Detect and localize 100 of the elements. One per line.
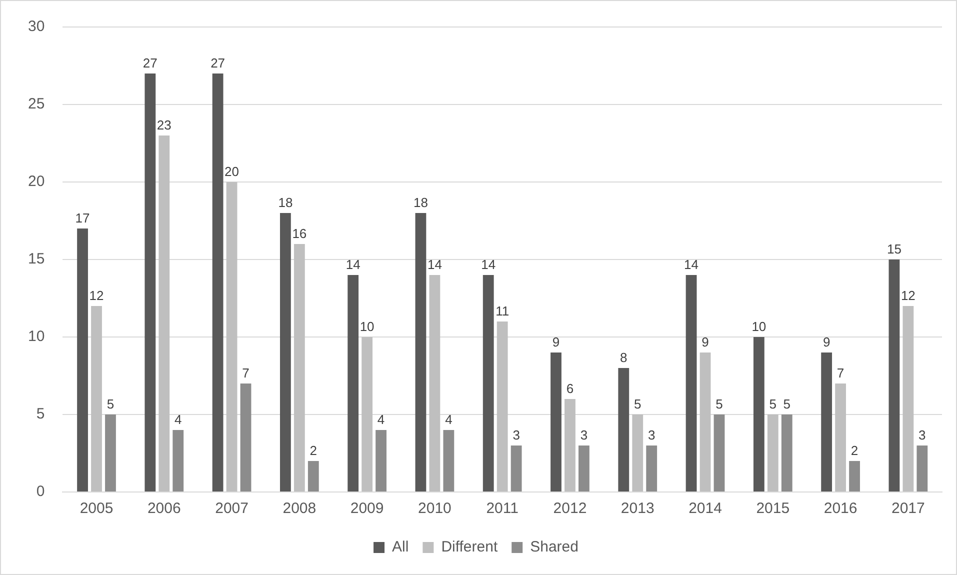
- x-tick-label: 2006: [147, 500, 181, 518]
- bar: [226, 182, 238, 492]
- data-label: 7: [242, 366, 250, 381]
- bar: [781, 414, 792, 492]
- bar: [415, 213, 426, 492]
- data-label: 6: [566, 381, 574, 396]
- bar: [376, 430, 386, 492]
- data-label: 17: [75, 210, 90, 226]
- data-label: 27: [142, 56, 158, 71]
- data-label: 2: [850, 443, 858, 458]
- x-tick-label: 2007: [215, 500, 248, 518]
- bar: [482, 275, 494, 492]
- data-label: 9: [552, 334, 560, 350]
- bar: [700, 352, 711, 492]
- bar: [849, 461, 860, 492]
- x-tick-label: 2009: [350, 500, 384, 518]
- data-label: 27: [210, 56, 226, 71]
- data-label: 14: [481, 257, 496, 272]
- bar: [821, 352, 832, 492]
- data-label: 10: [360, 319, 374, 334]
- y-tick-label: 0: [36, 483, 45, 500]
- data-label: 3: [918, 428, 926, 443]
- x-tick-label: 2005: [80, 500, 114, 518]
- data-label: 5: [716, 396, 723, 412]
- y-tick-label: 10: [28, 328, 45, 346]
- bar: [429, 275, 440, 492]
- data-label: 14: [684, 257, 699, 272]
- bar: [240, 384, 252, 492]
- data-label: 14: [346, 257, 360, 272]
- x-tick-label: 2008: [282, 500, 316, 518]
- x-tick-label: 2015: [756, 500, 790, 518]
- data-label: 15: [886, 242, 902, 257]
- data-label: 8: [620, 350, 628, 366]
- bar: [550, 352, 562, 492]
- bar: [564, 399, 576, 492]
- legend-label: Different: [441, 538, 498, 556]
- y-tick-label: 25: [28, 96, 45, 113]
- data-label: 3: [648, 428, 656, 443]
- bar: [348, 275, 359, 492]
- data-label: 4: [445, 412, 452, 428]
- data-label: 4: [377, 412, 385, 428]
- bar: [172, 430, 184, 492]
- y-tick-label: 5: [36, 406, 45, 423]
- data-label: 2: [310, 443, 318, 458]
- bar: [753, 337, 764, 492]
- bar: [105, 414, 116, 492]
- data-label: 18: [413, 195, 428, 210]
- x-tick-label: 2016: [824, 500, 858, 518]
- bar: [902, 306, 914, 492]
- bar: [888, 260, 900, 492]
- data-label: 4: [174, 412, 182, 428]
- data-label: 3: [512, 428, 520, 443]
- x-tick-label: 2011: [486, 500, 518, 518]
- data-label: 12: [900, 288, 916, 304]
- x-tick-label: 2017: [891, 500, 925, 518]
- bar: [767, 414, 778, 492]
- data-label: 14: [427, 257, 442, 272]
- bar: [632, 414, 644, 492]
- data-label: 12: [89, 288, 104, 304]
- data-label: 3: [580, 428, 588, 443]
- data-label: 20: [224, 164, 240, 180]
- bar: [618, 368, 630, 492]
- data-label: 5: [769, 396, 777, 412]
- bar: [77, 228, 88, 492]
- x-tick-label: 2014: [688, 500, 722, 518]
- bar: [686, 275, 697, 492]
- data-label: 5: [634, 396, 642, 412]
- y-tick-label: 15: [28, 250, 45, 268]
- y-tick-label: 30: [28, 18, 45, 36]
- bar: [714, 414, 725, 492]
- bar: [144, 74, 156, 492]
- data-label: 7: [836, 366, 844, 381]
- data-label: 9: [822, 334, 830, 350]
- bar: [510, 446, 522, 492]
- data-label: 10: [752, 319, 766, 334]
- bar: [308, 461, 319, 492]
- bar: [294, 244, 305, 492]
- bar: [443, 430, 454, 492]
- data-label: 9: [702, 334, 709, 350]
- x-tick-label: 2010: [418, 500, 452, 518]
- x-tick-label: 2013: [620, 500, 654, 518]
- legend-label: All: [392, 538, 409, 556]
- data-label: 5: [106, 396, 114, 412]
- data-label: 11: [496, 304, 510, 319]
- bar: [578, 446, 590, 492]
- bar: [91, 306, 102, 492]
- bar: [916, 446, 928, 492]
- data-label: 5: [783, 396, 790, 412]
- y-tick-label: 20: [28, 173, 45, 190]
- data-label: 18: [278, 195, 293, 210]
- bar: [280, 213, 291, 492]
- bar: [158, 136, 170, 492]
- data-label: 23: [156, 118, 172, 133]
- bar: [362, 337, 373, 492]
- bar: [496, 322, 508, 492]
- bar: [835, 384, 846, 492]
- bar: [646, 446, 658, 492]
- data-label: 16: [292, 226, 307, 242]
- legend-label: Shared: [530, 538, 578, 556]
- x-tick-label: 2012: [553, 500, 587, 518]
